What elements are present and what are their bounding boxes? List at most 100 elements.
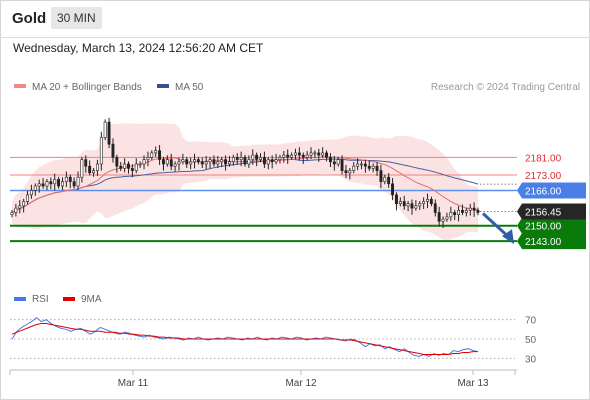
- candle-body: [445, 216, 449, 220]
- ma9-legend-label: 9MA: [81, 294, 102, 305]
- rsi-tick-70: 70: [525, 316, 537, 327]
- candle-body: [429, 199, 433, 205]
- time-axis-label: Mar 13: [457, 378, 489, 389]
- candle-body: [472, 207, 476, 211]
- time-axis-label: Mar 12: [285, 378, 317, 389]
- candle-body: [262, 157, 266, 165]
- candle-body: [293, 152, 297, 156]
- candle-body: [453, 212, 457, 216]
- price-tag-2156-45: [517, 203, 586, 220]
- candle-body: [379, 170, 383, 182]
- candle-body: [26, 194, 29, 202]
- candle-body: [41, 183, 45, 187]
- candle-body: [406, 203, 410, 207]
- candle-body: [204, 161, 208, 165]
- candle-body: [235, 157, 239, 160]
- candle-body: [212, 159, 216, 165]
- candle-body: [154, 150, 158, 154]
- candle-body: [57, 179, 61, 187]
- candle-body: [251, 154, 255, 160]
- candle-body: [344, 170, 348, 174]
- rsi-tick-30: 30: [525, 354, 537, 365]
- candle-body: [286, 154, 290, 158]
- candle-body: [96, 163, 99, 171]
- candle-body: [181, 159, 185, 163]
- candle-body: [352, 165, 356, 171]
- candle-body: [185, 159, 189, 165]
- candle-body: [266, 159, 270, 165]
- candle-body: [127, 163, 130, 169]
- candle-body: [169, 159, 173, 167]
- candle-body: [115, 157, 119, 167]
- rsi-line: [11, 317, 479, 357]
- candle-body: [37, 183, 41, 187]
- candle-body: [371, 165, 375, 169]
- candle-body: [394, 194, 398, 204]
- candle-body: [243, 157, 247, 165]
- price-tag-label-2166-00: 2166.00: [525, 186, 562, 197]
- candle-body: [363, 163, 367, 167]
- timeframe-badge[interactable]: 30 MIN: [51, 7, 102, 29]
- chart-header: Gold 30 MIN: [0, 0, 590, 38]
- candle-body: [49, 181, 53, 185]
- candle-body: [123, 163, 127, 169]
- candle-body: [402, 201, 406, 207]
- time-axis-label: Mar 11: [118, 378, 149, 389]
- symbol-title: Gold: [12, 10, 47, 27]
- candle-body: [76, 176, 80, 187]
- price-tag-label-2156-45: 2156.45: [525, 208, 562, 219]
- candle-body: [80, 159, 84, 178]
- level-label-2173-00: 2173.00: [525, 171, 562, 182]
- rsi-legend-label: RSI: [32, 294, 49, 305]
- candle-body: [60, 181, 64, 187]
- ma20-legend-swatch: [14, 84, 26, 88]
- candle-body: [414, 205, 418, 209]
- candle-body: [476, 210, 480, 213]
- candle-body: [18, 205, 22, 209]
- ma9-legend-swatch: [63, 297, 75, 301]
- candle-body: [200, 161, 204, 165]
- candle-body: [84, 159, 88, 167]
- candle-body: [22, 201, 26, 207]
- candle-body: [340, 159, 344, 171]
- candle-body: [220, 159, 224, 163]
- candle-body: [103, 121, 107, 138]
- candle-body: [328, 157, 332, 163]
- candle-body: [321, 152, 325, 156]
- credit-label: Research © 2024 Trading Central: [431, 82, 580, 93]
- price-tag-2166-00: [517, 182, 586, 199]
- candle-body: [282, 154, 286, 158]
- candle-body: [433, 203, 437, 213]
- candle-body: [426, 199, 429, 202]
- candle-body: [398, 201, 402, 205]
- candle-body: [33, 185, 37, 191]
- candle-body: [146, 157, 150, 160]
- candle-body: [437, 212, 441, 222]
- candle-body: [88, 165, 92, 174]
- candle-body: [72, 181, 76, 187]
- candle-body: [317, 152, 321, 156]
- ma20-legend-label: MA 20 + Bollinger Bands: [32, 82, 142, 93]
- candle-body: [130, 168, 134, 171]
- candle-body: [228, 161, 231, 165]
- ma50-legend-label: MA 50: [175, 82, 204, 93]
- candle-body: [173, 163, 177, 167]
- candle-body: [356, 163, 360, 167]
- rsi-legend-swatch: [14, 297, 26, 301]
- candle-body: [336, 159, 340, 165]
- candle-body: [255, 154, 259, 160]
- candle-body: [391, 183, 394, 196]
- candle-body: [348, 170, 352, 174]
- candle-body: [64, 176, 68, 182]
- candle-body: [68, 176, 72, 182]
- candle-body: [297, 152, 301, 156]
- candle-body: [239, 157, 243, 160]
- candle-body: [332, 161, 336, 165]
- candle-body: [410, 203, 414, 209]
- price-tag-label-2143-00: 2143.00: [525, 237, 562, 248]
- candle-body: [165, 159, 169, 165]
- price-tag-2143-00: [517, 233, 586, 250]
- candle-body: [259, 157, 262, 160]
- chart-datetime: Wednesday, March 13, 2024 12:56:20 AM CE…: [13, 41, 264, 55]
